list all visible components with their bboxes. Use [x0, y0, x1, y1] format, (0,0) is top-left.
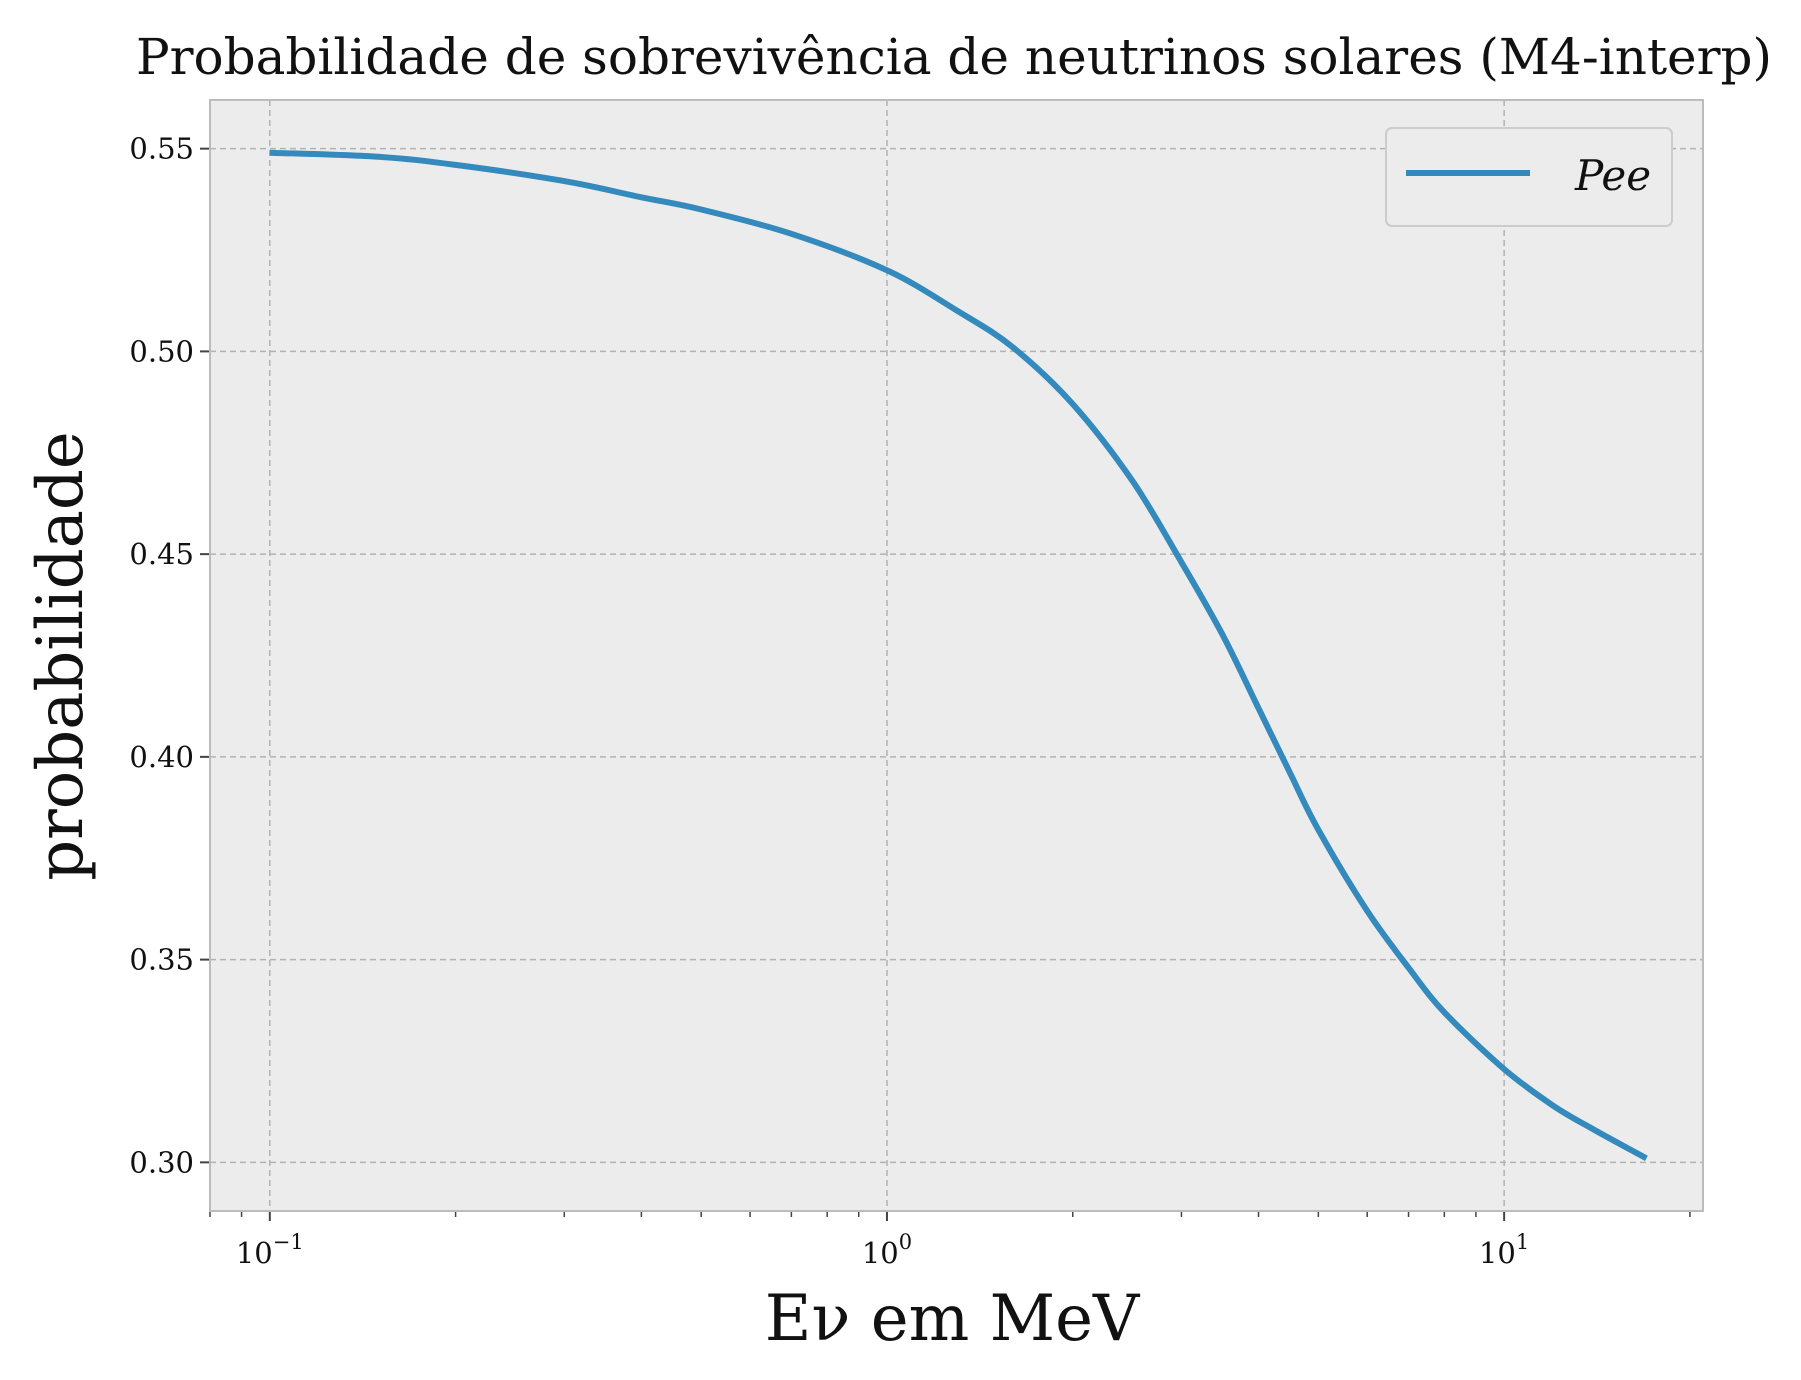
x-tick-label: 101 — [1479, 1230, 1529, 1270]
x-tick-label: 100 — [862, 1230, 912, 1270]
y-tick-label: 0.55 — [129, 132, 194, 166]
legend-label-pee: Pee — [1574, 151, 1651, 200]
series-line-pee — [269, 149, 1648, 1161]
chart-title: Probabilidade de sobrevivência de neutri… — [136, 28, 1772, 86]
y-tick-label: 0.35 — [129, 943, 194, 977]
y-axis-label: probabilidade — [24, 431, 98, 881]
y-tick-label: 0.30 — [129, 1145, 194, 1179]
y-tick-label: 0.40 — [129, 740, 194, 774]
y-tick-label: 0.45 — [129, 537, 194, 571]
x-tick-label: 10−1 — [236, 1230, 304, 1270]
axis-ticks: 0.30 0.35 0.40 0.45 0.50 0.55 10−1 100 101 — [129, 132, 1691, 1270]
x-axis-label: Eν em MeV — [765, 1282, 1141, 1356]
plot-frame — [209, 99, 1704, 1212]
legend: Pee — [1385, 127, 1673, 227]
y-tick-label: 0.50 — [129, 334, 194, 368]
legend-box — [1385, 127, 1673, 227]
series-layer — [269, 149, 1648, 1161]
